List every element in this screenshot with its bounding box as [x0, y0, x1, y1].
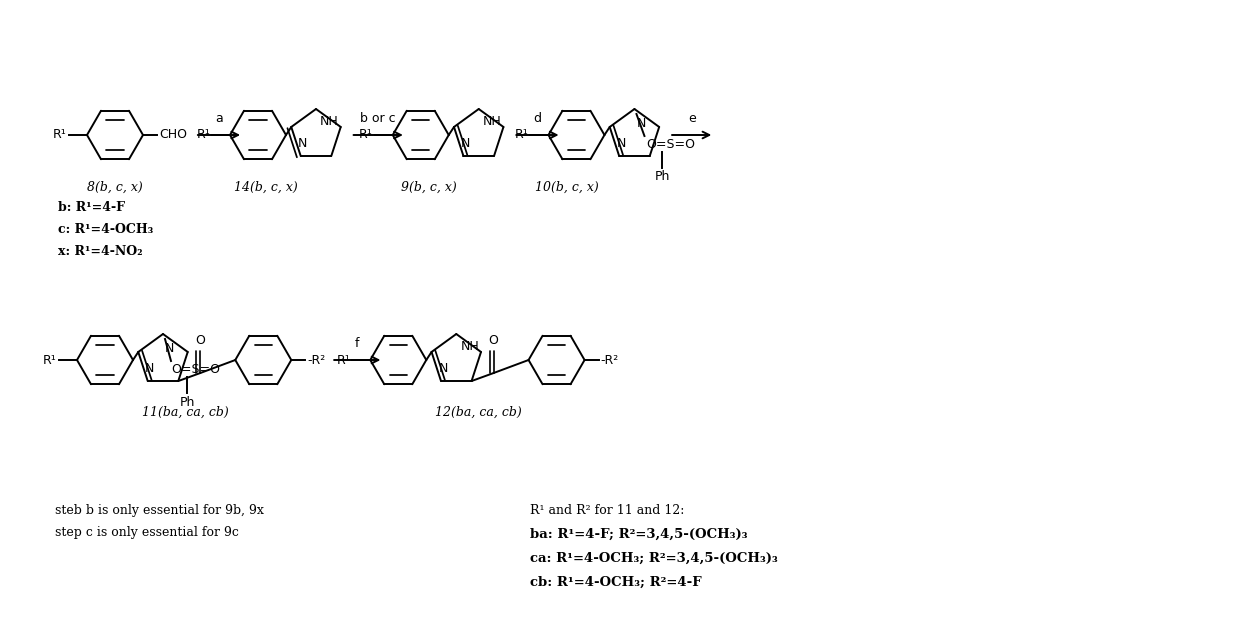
- Text: c: R¹=4-OCH₃: c: R¹=4-OCH₃: [58, 223, 154, 236]
- Text: R¹: R¹: [53, 129, 67, 141]
- Text: O=S=O: O=S=O: [171, 363, 219, 376]
- Text: R¹: R¹: [515, 129, 528, 141]
- Text: O: O: [489, 334, 498, 347]
- Text: O: O: [196, 334, 205, 347]
- Text: e: e: [688, 112, 696, 125]
- Text: f: f: [355, 337, 360, 350]
- Text: N: N: [438, 362, 448, 375]
- Text: N: N: [636, 117, 646, 130]
- Text: R¹ and R² for 11 and 12:: R¹ and R² for 11 and 12:: [529, 504, 684, 517]
- Text: O=S=O: O=S=O: [646, 138, 696, 151]
- Text: Ph: Ph: [180, 396, 195, 409]
- Text: R¹: R¹: [43, 354, 57, 366]
- Text: R¹: R¹: [196, 129, 210, 141]
- Text: 12(ba, ca, cb): 12(ba, ca, cb): [435, 406, 522, 419]
- Text: N: N: [165, 342, 175, 355]
- Text: ca: R¹=4-OCH₃; R²=3,4,5-(OCH₃)₃: ca: R¹=4-OCH₃; R²=3,4,5-(OCH₃)₃: [529, 552, 777, 565]
- Text: R¹: R¹: [336, 354, 350, 366]
- Text: N: N: [145, 362, 155, 375]
- Text: NH: NH: [320, 115, 339, 128]
- Text: Ph: Ph: [655, 170, 670, 183]
- Text: cb: R¹=4-OCH₃; R²=4-F: cb: R¹=4-OCH₃; R²=4-F: [529, 576, 702, 589]
- Text: CHO: CHO: [159, 129, 187, 141]
- Text: NH: NH: [460, 340, 479, 353]
- Text: b: R¹=4-F: b: R¹=4-F: [58, 201, 125, 214]
- Text: N: N: [616, 137, 626, 150]
- Text: N: N: [461, 137, 470, 150]
- Text: 11(ba, ca, cb): 11(ba, ca, cb): [141, 406, 228, 419]
- Text: step c is only essential for 9c: step c is only essential for 9c: [55, 526, 239, 539]
- Text: 14(b, c, x): 14(b, c, x): [234, 181, 298, 194]
- Text: NH: NH: [482, 115, 501, 128]
- Text: -R²: -R²: [600, 354, 619, 366]
- Text: x: R¹=4-NO₂: x: R¹=4-NO₂: [58, 245, 143, 258]
- Text: a: a: [215, 112, 223, 125]
- Text: 10(b, c, x): 10(b, c, x): [534, 181, 599, 194]
- Text: R¹: R¹: [358, 129, 373, 141]
- Text: d: d: [533, 112, 542, 125]
- Text: 8(b, c, x): 8(b, c, x): [87, 181, 143, 194]
- Text: b or c: b or c: [361, 112, 396, 125]
- Text: N: N: [298, 137, 308, 150]
- Text: -R²: -R²: [308, 354, 326, 366]
- Text: steb b is only essential for 9b, 9x: steb b is only essential for 9b, 9x: [55, 504, 264, 517]
- Text: 9(b, c, x): 9(b, c, x): [401, 181, 456, 194]
- Text: ba: R¹=4-F; R²=3,4,5-(OCH₃)₃: ba: R¹=4-F; R²=3,4,5-(OCH₃)₃: [529, 528, 748, 541]
